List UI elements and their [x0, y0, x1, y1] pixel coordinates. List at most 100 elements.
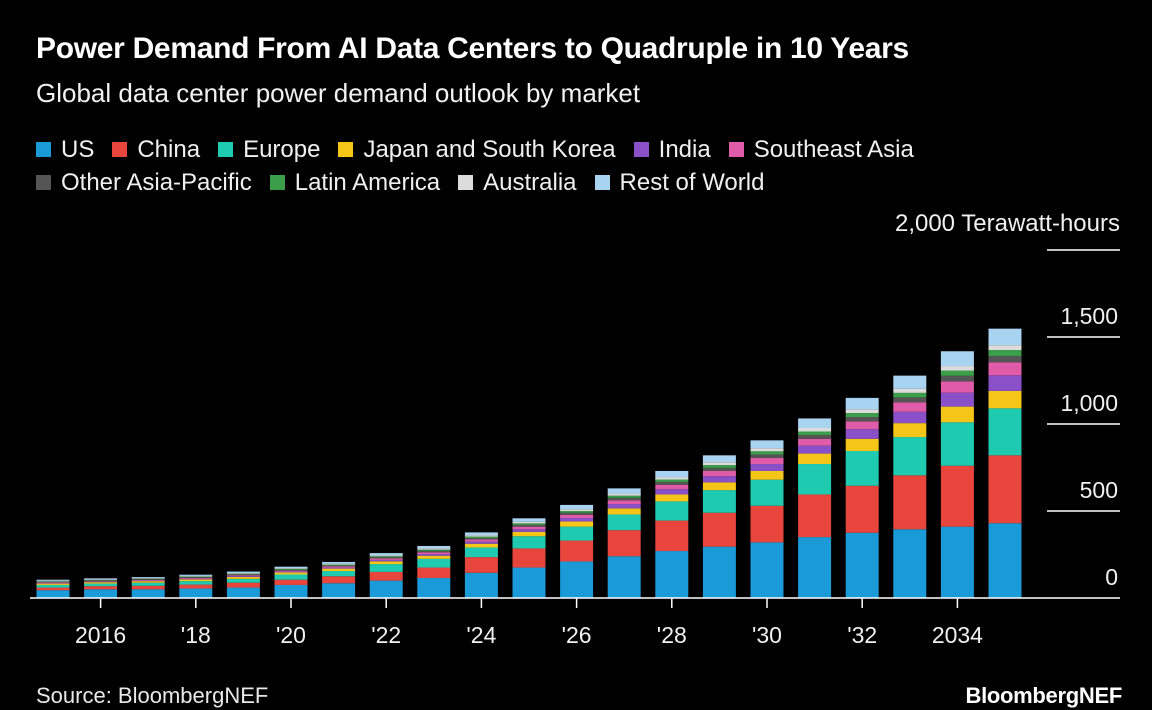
bar-segment: [417, 545, 451, 549]
bar-segment: [464, 532, 498, 536]
bar-segment: [417, 553, 451, 556]
bar-segment: [845, 417, 879, 422]
bar-segment: [369, 564, 403, 572]
bar-segment: [750, 464, 784, 471]
bar-segment: [893, 411, 927, 424]
bar-segment: [607, 497, 641, 501]
bar-segment: [131, 578, 165, 580]
bar-segment: [36, 590, 70, 598]
legend-swatch-china: [112, 142, 128, 157]
bar-segment: [893, 402, 927, 412]
bar-segment: [940, 526, 974, 598]
bar-segment: [131, 579, 165, 581]
bar-segment: [845, 397, 879, 410]
bar-segment: [131, 589, 165, 598]
bar-segment: [798, 453, 832, 465]
bar-segment: [179, 588, 213, 598]
bar-segment: [702, 462, 736, 466]
bar-segment: [84, 586, 118, 590]
bar-segment: [940, 392, 974, 407]
bar-segment: [893, 375, 927, 389]
bar-segment: [369, 580, 403, 598]
bar-segment: [750, 479, 784, 506]
bar-segment: [417, 577, 451, 598]
bar-segment: [702, 455, 736, 463]
bar-segment: [560, 526, 594, 541]
bar-segment: [750, 542, 784, 598]
bar-segment: [179, 579, 213, 582]
bar-segment: [417, 550, 451, 553]
x-tick-label: '24: [466, 622, 496, 648]
bar-segment: [322, 583, 356, 598]
bar-segment: [702, 465, 736, 468]
bar-segment: [560, 540, 594, 562]
bar-segment: [798, 464, 832, 495]
bar-segment: [702, 476, 736, 483]
bar-segment: [845, 421, 879, 430]
bar-segment: [798, 431, 832, 435]
bar-segment: [131, 581, 165, 583]
bar-segment: [131, 578, 165, 579]
bar-segment: [798, 434, 832, 439]
bar-segment: [36, 582, 70, 584]
bar-segment: [36, 587, 70, 591]
bar-segment: [131, 579, 165, 580]
bar-segment: [464, 543, 498, 548]
bar-segment: [655, 551, 689, 598]
bar-segment: [84, 582, 118, 584]
bar-segment: [798, 494, 832, 538]
bar-segment: [845, 438, 879, 451]
y-tick-label: 1,500: [1060, 303, 1118, 329]
bar-segment: [464, 541, 498, 544]
bar-segment: [226, 575, 260, 577]
bar-segment: [702, 512, 736, 547]
bar-segment: [702, 467, 736, 471]
bar-segment: [36, 584, 70, 588]
bar-segment: [798, 438, 832, 446]
bar-segment: [417, 549, 451, 551]
legend-label-rest-of-world: Rest of World: [619, 168, 765, 196]
bar-segment: [845, 485, 879, 533]
legend-item-other-asia-pacific: Other Asia-Pacific: [36, 169, 252, 197]
x-tick-label: '32: [847, 622, 877, 648]
bar-segment: [179, 584, 213, 589]
legend-item-japan-korea: Japan and South Korea: [338, 136, 616, 164]
legend-item-us: US: [36, 136, 94, 164]
legend-label-australia: Australia: [483, 168, 577, 196]
bar-segment: [179, 577, 213, 579]
bar-segment: [274, 569, 308, 571]
bar-segment: [560, 509, 594, 511]
bar-segment: [512, 521, 546, 524]
bar-segment: [845, 450, 879, 486]
bar-segment: [274, 568, 308, 569]
bar-segment: [226, 576, 260, 579]
bar-segment: [940, 366, 974, 371]
bar-segment: [655, 494, 689, 502]
bar-segment: [131, 577, 165, 579]
bar-segment: [655, 520, 689, 552]
bar-segment: [940, 381, 974, 393]
bar-segment: [512, 548, 546, 568]
bar-segment: [226, 571, 260, 573]
y-tick-label: 1,000: [1060, 390, 1118, 416]
bar-segment: [845, 532, 879, 598]
bar-segment: [84, 579, 118, 580]
bar-segment: [893, 392, 927, 398]
x-tick-label: '26: [562, 622, 592, 648]
bar-segment: [322, 563, 356, 565]
bar-segment: [607, 500, 641, 505]
bar-segment: [274, 574, 308, 580]
bar-segment: [655, 477, 689, 480]
bar-segment: [845, 429, 879, 439]
bar-segment: [179, 574, 213, 576]
legend-swatch-us: [36, 142, 51, 157]
bar-segment: [179, 576, 213, 578]
bar-segment: [512, 529, 546, 532]
bar-segment: [464, 539, 498, 542]
bar-segment: [226, 573, 260, 575]
legend-label-us: US: [61, 135, 95, 163]
bar-segment: [274, 566, 308, 569]
bar-segment: [322, 571, 356, 577]
